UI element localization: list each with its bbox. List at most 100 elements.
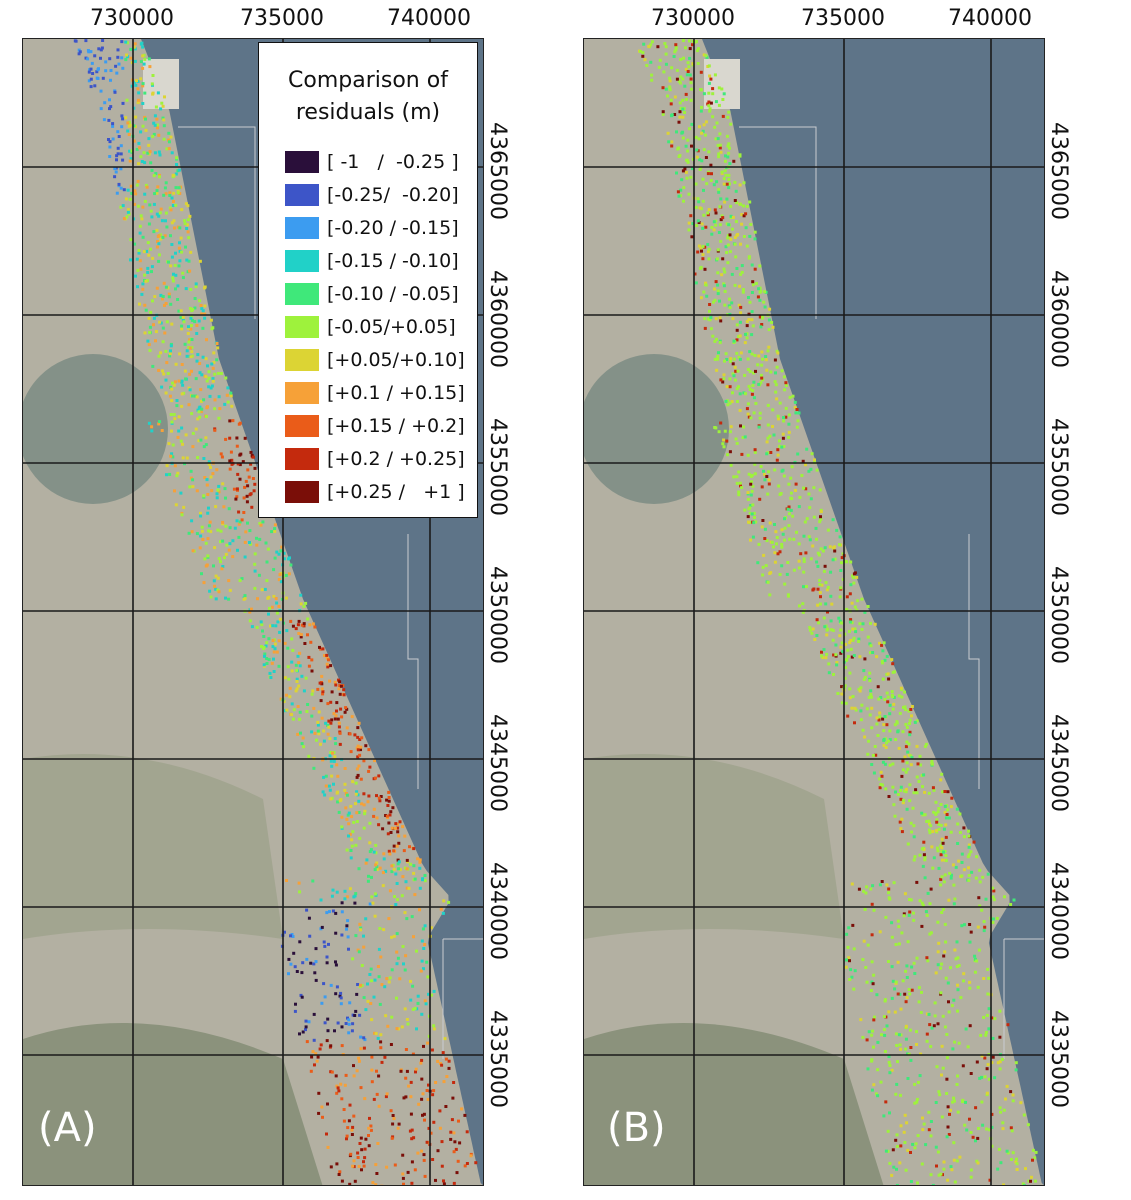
- residual-point: [354, 843, 358, 847]
- residual-point: [138, 231, 142, 235]
- residual-point: [899, 797, 903, 801]
- residual-point: [243, 596, 247, 600]
- residual-point: [921, 1116, 924, 1120]
- residual-point: [190, 346, 194, 350]
- residual-point: [328, 910, 331, 914]
- residual-point: [185, 354, 189, 358]
- residual-point: [213, 546, 217, 550]
- y-tick-label: 4365000: [485, 122, 510, 220]
- residual-point: [873, 622, 877, 626]
- residual-point: [285, 879, 288, 882]
- residual-point: [159, 321, 163, 325]
- residual-point: [880, 774, 884, 778]
- residual-point: [235, 519, 239, 523]
- residual-point: [207, 462, 211, 466]
- residual-point: [358, 1142, 362, 1145]
- residual-point: [686, 149, 690, 153]
- residual-point: [356, 735, 360, 739]
- residual-point: [158, 320, 162, 324]
- residual-point: [139, 77, 143, 81]
- residual-point: [350, 1133, 354, 1136]
- residual-point: [288, 695, 292, 699]
- residual-point: [698, 158, 702, 162]
- residual-point: [695, 224, 699, 227]
- residual-point: [319, 1043, 323, 1047]
- residual-point: [181, 276, 185, 280]
- residual-point: [674, 45, 678, 49]
- residual-point: [906, 1148, 910, 1152]
- residual-point: [904, 1037, 908, 1041]
- residual-point: [335, 985, 339, 989]
- residual-point: [969, 1168, 973, 1172]
- residual-point: [375, 794, 378, 798]
- residual-point: [327, 658, 330, 662]
- residual-point: [776, 453, 780, 457]
- residual-point: [158, 420, 162, 424]
- residual-point: [190, 394, 194, 398]
- residual-point: [301, 961, 305, 965]
- residual-point: [431, 1093, 435, 1097]
- residual-point: [761, 378, 765, 382]
- residual-point: [905, 996, 909, 1000]
- residual-point: [996, 1061, 1000, 1065]
- residual-point: [780, 542, 784, 546]
- residual-point: [284, 596, 288, 600]
- residual-point: [210, 327, 214, 331]
- residual-point: [876, 1094, 880, 1098]
- residual-point: [704, 283, 708, 287]
- residual-point: [133, 42, 137, 46]
- residual-point: [124, 116, 128, 120]
- residual-point: [272, 670, 276, 673]
- residual-point: [164, 302, 168, 305]
- residual-point: [720, 214, 724, 218]
- residual-point: [943, 1025, 947, 1029]
- residual-point: [179, 316, 183, 320]
- residual-point: [735, 328, 739, 332]
- residual-point: [248, 619, 252, 623]
- residual-point: [883, 998, 887, 1002]
- residual-point: [176, 191, 180, 195]
- residual-point: [714, 100, 718, 104]
- residual-point: [315, 738, 318, 742]
- residual-point: [714, 280, 718, 284]
- residual-point: [925, 1012, 929, 1016]
- residual-point: [799, 552, 803, 556]
- residual-point: [899, 686, 903, 690]
- residual-point: [894, 790, 897, 794]
- residual-point: [425, 960, 429, 964]
- residual-point: [875, 722, 879, 726]
- residual-point: [662, 70, 666, 74]
- residual-point: [113, 167, 117, 171]
- residual-point: [203, 286, 206, 290]
- residual-point: [761, 357, 764, 361]
- residual-point: [139, 214, 143, 218]
- residual-point: [820, 650, 823, 654]
- residual-point: [188, 388, 192, 392]
- residual-point: [99, 107, 103, 111]
- residual-point: [412, 864, 416, 868]
- residual-point: [681, 98, 685, 102]
- residual-point: [325, 1039, 329, 1043]
- residual-point: [240, 577, 244, 581]
- residual-point: [245, 500, 249, 504]
- residual-point: [147, 143, 151, 147]
- residual-point: [782, 419, 786, 423]
- residual-point: [732, 357, 736, 361]
- residual-point: [824, 602, 828, 606]
- residual-point: [754, 369, 757, 373]
- residual-point: [969, 1072, 973, 1075]
- residual-point: [712, 228, 716, 232]
- residual-point: [152, 121, 156, 125]
- residual-point: [696, 62, 700, 65]
- residual-point: [728, 146, 731, 150]
- residual-point: [728, 250, 732, 254]
- legend-item: [-0.20 / -0.15]: [285, 215, 477, 243]
- residual-point: [733, 365, 737, 369]
- residual-point: [304, 601, 308, 605]
- residual-point: [243, 555, 247, 559]
- legend-swatch: [285, 184, 319, 206]
- residual-point: [451, 1096, 455, 1100]
- residual-point: [1009, 1126, 1013, 1130]
- residual-point: [815, 560, 819, 564]
- residual-point: [176, 435, 180, 439]
